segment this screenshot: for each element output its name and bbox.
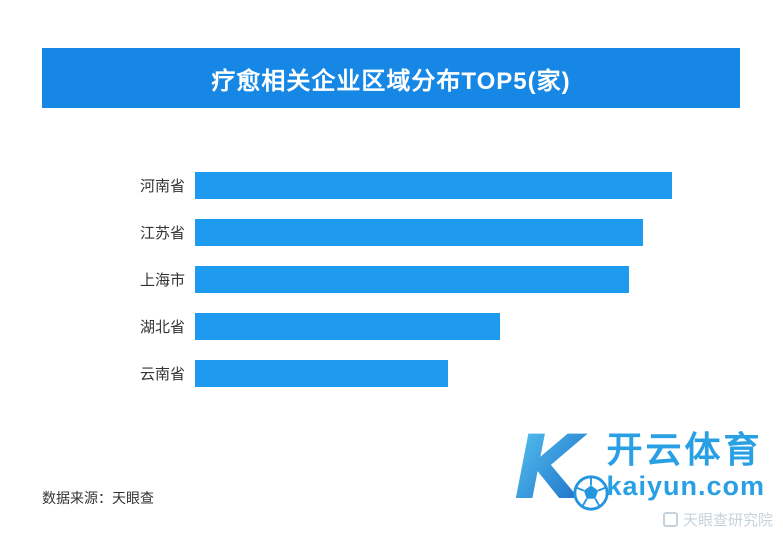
bar (195, 219, 644, 246)
bar-row: 上海市 (42, 256, 742, 303)
bar-row: 江苏省 (42, 209, 742, 256)
bar-row: 河南省 (42, 162, 742, 209)
kaiyun-watermark: K 开云体育 kaiyun.com (514, 416, 765, 519)
bar-track (195, 219, 672, 246)
soccer-ball-icon (573, 475, 610, 511)
bar-track (195, 266, 672, 293)
bar-label: 云南省 (139, 366, 185, 383)
bar-chart: 河南省江苏省上海市湖北省云南省 (42, 162, 742, 397)
kaiyun-k-icon: K (514, 416, 588, 519)
bar-label: 江苏省 (139, 225, 185, 242)
chart-title-banner: 疗愈相关企业区域分布TOP5(家) (42, 48, 740, 108)
svg-text:K: K (514, 422, 588, 510)
bar (195, 266, 630, 293)
bar (195, 360, 448, 387)
bar-label: 河南省 (139, 178, 185, 195)
bar (195, 172, 672, 199)
kaiyun-k-logo: K (514, 416, 610, 519)
watermark-text-block: 开云体育 kaiyun.com (606, 430, 765, 501)
bar-label: 湖北省 (139, 319, 185, 336)
bar-row: 云南省 (42, 350, 742, 397)
tianyancha-watermark: 天眼查研究院 (662, 509, 773, 530)
bar-label: 上海市 (139, 272, 185, 289)
bar (195, 313, 501, 340)
bar-track (195, 360, 672, 387)
tianyancha-watermark-text: 天眼查研究院 (682, 512, 773, 529)
watermark-brand-text: 开云体育 (606, 429, 763, 471)
watermark-domain-text: kaiyun.com (606, 470, 765, 501)
chart-title: 疗愈相关企业区域分布TOP5(家) (211, 67, 571, 95)
tianyancha-logo-icon (662, 512, 678, 527)
bar-row: 湖北省 (42, 303, 742, 350)
bar-track (195, 172, 672, 199)
data-source-label: 数据来源：天眼查 (42, 490, 154, 506)
bar-track (195, 313, 672, 340)
